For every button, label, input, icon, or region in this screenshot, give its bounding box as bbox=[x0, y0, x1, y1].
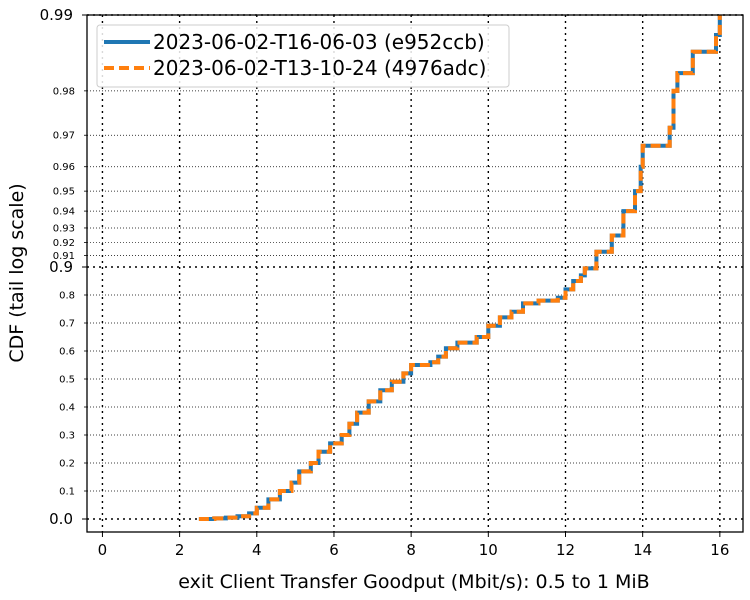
y-minor-tick-label: 0.91 bbox=[53, 251, 75, 262]
x-tick-label: 16 bbox=[710, 541, 729, 559]
x-tick-label: 2 bbox=[175, 541, 185, 559]
x-tick-label: 4 bbox=[252, 541, 262, 559]
x-tick-label: 12 bbox=[556, 541, 575, 559]
y-axis-label: CDF (tail log scale) bbox=[6, 183, 28, 362]
legend-box bbox=[96, 24, 510, 88]
y-minor-tick-label: 0.2 bbox=[59, 459, 75, 470]
y-minor-tick-label: 0.7 bbox=[59, 319, 75, 330]
y-minor-tick-label: 0.8 bbox=[59, 291, 75, 302]
y-ticks: 0.1 0.2 0.3 0.4 0.5 0.6 0.7 0.8 0.91 0.92 0.93 0.94… bbox=[40, 6, 87, 528]
legend: 2023-06-02-T16-06-03 (e952ccb) 2023-06-0… bbox=[96, 24, 510, 88]
plot-frame bbox=[86, 14, 744, 533]
series-line-2 bbox=[198, 15, 722, 521]
y-minor-tick-label: 0.6 bbox=[59, 347, 75, 358]
x-tick-label: 0 bbox=[98, 541, 108, 559]
series-layer bbox=[198, 15, 722, 521]
y-minor-tick-label: 0.98 bbox=[53, 86, 75, 97]
y-minor-tick-label: 0.96 bbox=[53, 162, 75, 173]
y-minor-tick-label: 0.3 bbox=[59, 431, 75, 442]
y-minor-tick-label: 0.5 bbox=[59, 375, 75, 386]
y-minor-tick-label: 0.93 bbox=[53, 223, 75, 234]
y-minor-tick-label: 0.4 bbox=[59, 403, 75, 414]
y-minor-tick-label: 0.95 bbox=[53, 187, 75, 198]
legend-label-series-1: 2023-06-02-T16-06-03 (e952ccb) bbox=[153, 30, 485, 54]
x-tick-label: 8 bbox=[406, 541, 416, 559]
legend-label-series-2: 2023-06-02-T13-10-24 (4976adc) bbox=[153, 56, 486, 80]
y-minor-tick-label: 0.1 bbox=[59, 487, 75, 498]
y-minor-tick-label: 0.97 bbox=[53, 131, 75, 142]
x-axis-label: exit Client Transfer Goodput (Mbit/s): 0… bbox=[178, 571, 649, 593]
y-minor-tick-label: 0.92 bbox=[53, 238, 75, 249]
x-tick-label: 10 bbox=[479, 541, 498, 559]
y-minor-tick-label: 0.94 bbox=[53, 207, 75, 218]
grid bbox=[87, 14, 743, 532]
x-ticks: 0 2 4 6 8 10 12 14 16 bbox=[98, 532, 729, 559]
y-major-tick-label: 0.0 bbox=[49, 510, 73, 528]
y-major-tick-label: 0.9 bbox=[49, 258, 73, 276]
x-tick-label: 6 bbox=[329, 541, 339, 559]
x-tick-label: 14 bbox=[633, 541, 652, 559]
y-major-tick-label: 0.99 bbox=[40, 6, 73, 24]
